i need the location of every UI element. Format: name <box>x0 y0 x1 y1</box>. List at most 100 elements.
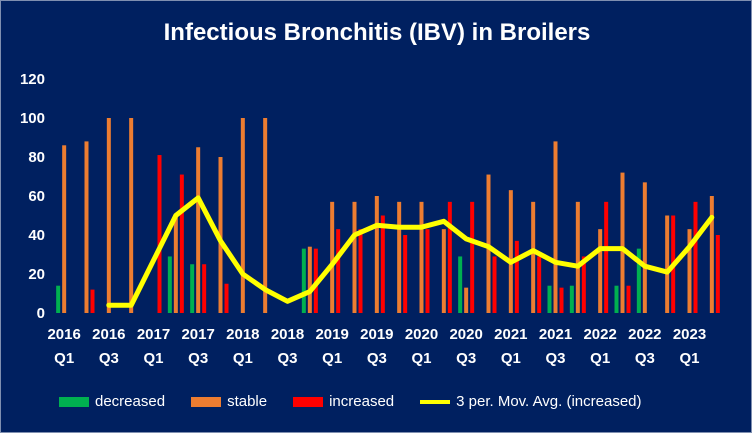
x-tick-year: 2021 <box>539 326 572 343</box>
bar-decreased <box>190 264 195 313</box>
bar-increased <box>202 264 207 313</box>
bar-increased <box>626 285 631 313</box>
bar-increased <box>514 240 519 313</box>
x-tick-year: 2017 <box>137 326 170 343</box>
moving-average-layer <box>106 195 715 308</box>
x-tick-quarter: Q1 <box>54 350 74 367</box>
bar-stable <box>486 174 491 313</box>
bar-stable <box>129 118 134 313</box>
bar-stable <box>419 201 424 313</box>
x-tick-year: 2023 <box>673 326 706 343</box>
legend-item-stable: stable <box>191 393 267 410</box>
x-tick-quarter: Q3 <box>277 350 297 367</box>
bar-stable <box>196 147 201 313</box>
bar-stable <box>575 201 580 313</box>
x-tick-year: 2018 <box>226 326 259 343</box>
bar-stable <box>397 201 402 313</box>
bar-increased <box>425 229 430 313</box>
x-tick-quarter: Q3 <box>635 350 655 367</box>
bar-stable <box>106 118 111 313</box>
chart-title: Infectious Bronchitis (IBV) in Broilers <box>163 19 591 46</box>
bar-increased <box>336 229 341 313</box>
x-tick-year: 2019 <box>360 326 393 343</box>
legend-label-decreased: decreased <box>95 393 166 410</box>
x-tick-quarter: Q1 <box>322 350 342 367</box>
bar-decreased <box>547 285 552 313</box>
bar-stable <box>374 196 379 313</box>
x-tick-year: 2022 <box>583 326 616 343</box>
y-tick-label: 100 <box>20 110 45 127</box>
legend-item-decreased: decreased <box>59 393 165 410</box>
legend: decreased stable increased 3 per. Mov. A… <box>59 393 642 410</box>
bar-increased <box>358 229 363 313</box>
bar-stable <box>62 145 67 313</box>
bar-decreased <box>569 285 574 313</box>
bar-stable <box>531 201 536 313</box>
bar-increased <box>537 256 542 313</box>
legend-swatch-decreased <box>59 396 89 407</box>
x-axis-ticks: 2016 Q1 2016 Q3 2017 Q1 2017 Q3 2018 Q1 2018 Q3 2019… <box>47 326 706 367</box>
x-tick-year: 2018 <box>271 326 304 343</box>
bar-stable <box>508 190 513 313</box>
bar-increased <box>179 174 184 313</box>
x-tick-year: 2016 <box>92 326 125 343</box>
bar-stable <box>464 287 469 313</box>
bar-decreased <box>614 285 619 313</box>
legend-label-stable: stable <box>227 393 268 410</box>
x-tick-year: 2016 <box>47 326 80 343</box>
legend-swatch-moving-average <box>420 399 451 404</box>
legend-swatch-stable <box>191 396 222 407</box>
x-tick-quarter: Q1 <box>233 350 253 367</box>
x-tick-quarter: Q3 <box>545 350 565 367</box>
legend-swatch-increased <box>293 396 324 407</box>
bar-increased <box>492 256 497 313</box>
bar-increased <box>447 201 452 313</box>
x-tick-year: 2021 <box>494 326 527 343</box>
legend-item-increased: increased <box>293 393 394 410</box>
x-tick-quarter: Q3 <box>188 350 208 367</box>
bar-stable <box>263 118 268 313</box>
bar-decreased <box>56 285 61 313</box>
x-tick-quarter: Q1 <box>501 350 521 367</box>
bar-stable <box>687 229 692 313</box>
x-tick-year: 2020 <box>405 326 438 343</box>
bar-stable <box>307 246 312 313</box>
bar-stable <box>218 157 223 313</box>
bar-decreased <box>458 256 463 313</box>
bar-stable <box>173 215 178 313</box>
bar-stable <box>642 182 647 313</box>
y-tick-label: 0 <box>37 305 45 322</box>
bar-decreased <box>636 248 641 313</box>
x-tick-quarter: Q1 <box>590 350 610 367</box>
x-tick-quarter: Q3 <box>456 350 476 367</box>
bar-increased <box>380 215 385 313</box>
y-tick-label: 120 <box>20 71 45 88</box>
x-tick-year: 2017 <box>181 326 214 343</box>
legend-label-moving-average: 3 per. Mov. Avg. (increased) <box>456 393 642 410</box>
bar-increased <box>224 283 229 313</box>
y-tick-label: 60 <box>28 188 45 205</box>
y-tick-label: 20 <box>28 266 45 283</box>
x-tick-quarter: Q1 <box>143 350 163 367</box>
bar-stable <box>84 141 89 313</box>
bar-stable <box>553 141 558 313</box>
x-tick-quarter: Q1 <box>679 350 699 367</box>
bar-stable <box>240 118 245 313</box>
bar-stable <box>352 201 357 313</box>
x-tick-year: 2020 <box>449 326 482 343</box>
bar-increased <box>693 201 698 313</box>
bar-stable <box>598 229 603 313</box>
bar-stable <box>665 215 670 313</box>
bar-decreased <box>301 248 306 313</box>
legend-label-increased: increased <box>329 393 395 410</box>
x-tick-year: 2022 <box>628 326 661 343</box>
bar-stable <box>330 201 335 313</box>
y-tick-label: 40 <box>28 227 45 244</box>
bar-stable <box>620 172 625 313</box>
bar-decreased <box>167 256 172 313</box>
y-axis-ticks: 0 20 40 60 80 100 120 <box>20 71 45 322</box>
legend-item-moving-average: 3 per. Mov. Avg. (increased) <box>420 393 642 410</box>
bar-increased <box>581 256 586 313</box>
